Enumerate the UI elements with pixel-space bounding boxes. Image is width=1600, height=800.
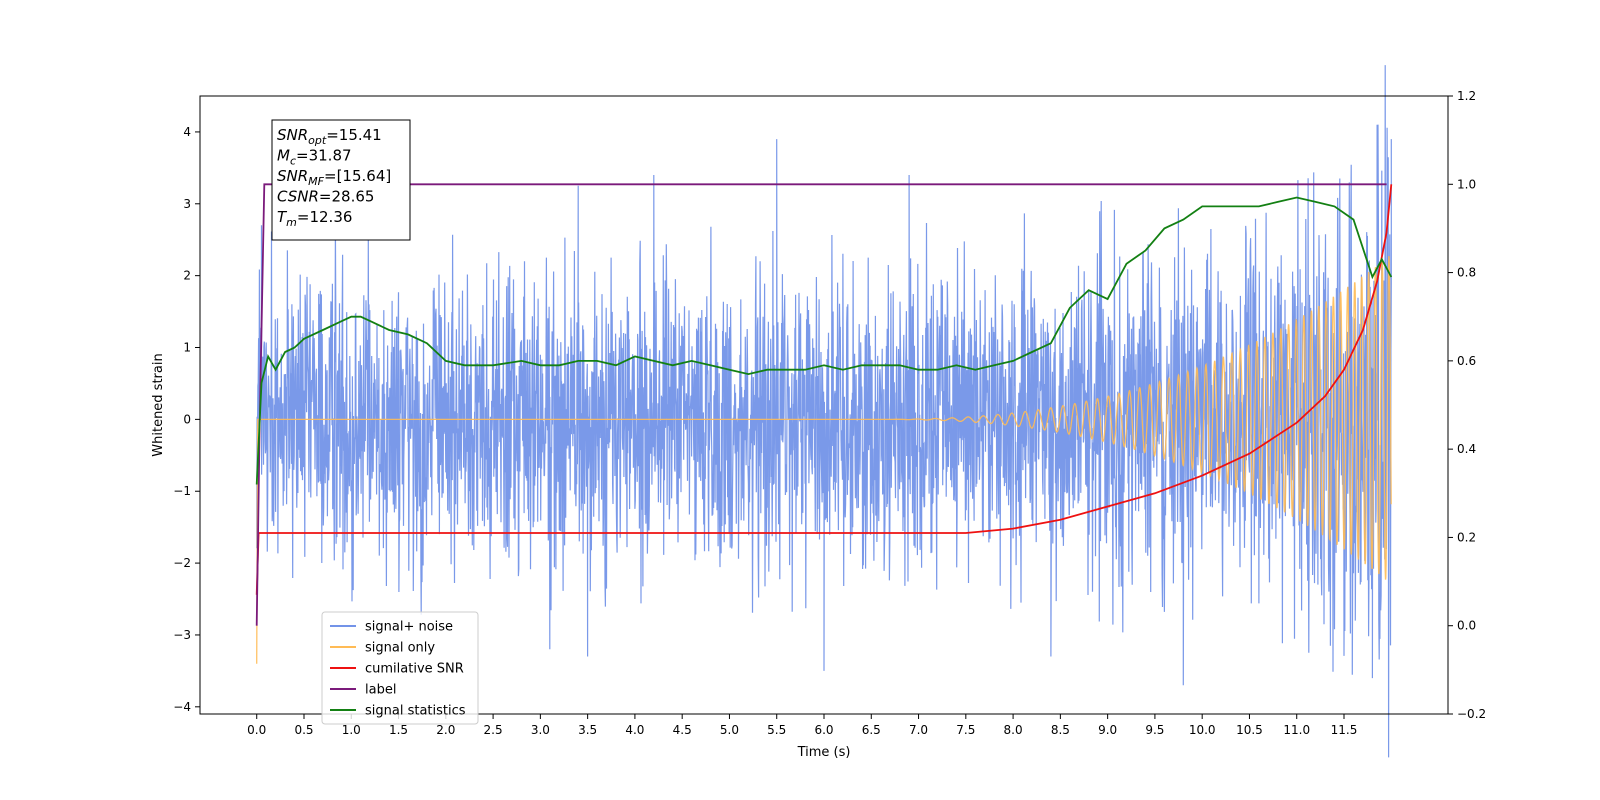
annotation-frame	[271, 119, 411, 241]
x-tick-label: 4.5	[673, 723, 692, 737]
y-right-tick-label: 0.6	[1457, 354, 1476, 368]
x-tick-label: 6.0	[814, 723, 833, 737]
legend-label: signal statistics	[365, 704, 466, 719]
y-right-tick-label: 1.2	[1457, 89, 1476, 103]
annotation-line: Tm=12.36	[277, 208, 352, 229]
y-right-tick-label: 1.0	[1457, 177, 1476, 191]
y-tick-label: 0	[183, 412, 191, 426]
x-tick-label: 5.0	[720, 723, 739, 737]
x-tick-label: 11.0	[1283, 723, 1310, 737]
x-axis-label: Time (s)	[797, 745, 851, 760]
x-tick-label: 1.5	[389, 723, 408, 737]
x-tick-label: 9.0	[1098, 723, 1117, 737]
x-tick-label: 7.0	[909, 723, 928, 737]
series-cumilative-snr	[255, 184, 1393, 595]
annotation-box: SNRopt=15.41Mc=31.87SNRMF=[15.64]CSNR=28…	[271, 119, 411, 241]
x-tick-label: 3.0	[531, 723, 550, 737]
series-layer	[255, 65, 1393, 758]
x-tick-label: 0.5	[294, 723, 313, 737]
legend-frame	[321, 611, 479, 725]
annotation-line: SNRopt=15.41	[277, 126, 382, 147]
series-signal-statistics	[255, 196, 1393, 485]
y-right-tick-label: 0.4	[1457, 442, 1476, 456]
legend-label: cumilative SNR	[365, 662, 464, 677]
x-tick-label: 4.0	[625, 723, 644, 737]
x-tick-label: 6.5	[862, 723, 881, 737]
y-tick-label: −2	[173, 556, 191, 570]
y-tick-label: −3	[173, 628, 191, 642]
x-tick-label: 9.5	[1145, 723, 1164, 737]
annotation-line: CSNR=28.65	[277, 188, 374, 206]
annotation-line: Mc=31.87	[277, 147, 352, 168]
legend: signal+ noise signal only cumilative SNR la…	[321, 611, 479, 725]
y-right-tick-label: −0.2	[1457, 707, 1486, 721]
x-tick-label: 0.0	[247, 723, 266, 737]
x-tick-label: 10.5	[1236, 723, 1263, 737]
annotation-line: SNRMF=[15.64]	[277, 167, 391, 188]
x-tick-label: 1.0	[342, 723, 361, 737]
legend-label: signal+ noise	[365, 620, 453, 635]
x-tick-label: 5.5	[767, 723, 786, 737]
y-axis-label: Whitened strain	[151, 353, 166, 456]
y-tick-label: 2	[183, 269, 191, 283]
legend-label: label	[365, 683, 396, 698]
axes-layer: 0.0 0.5 1.0 1.5 2.0 2.5 3.0 3.5 4.0 4.5 5.0 5.5 6.0 6…	[173, 89, 1486, 737]
y-tick-label: 1	[183, 341, 191, 355]
series-label	[255, 183, 1387, 626]
x-tick-label: 8.5	[1051, 723, 1070, 737]
x-tick-label: 10.0	[1189, 723, 1216, 737]
y-tick-label: −4	[173, 700, 191, 714]
y-right-tick-label: 0.2	[1457, 530, 1476, 544]
legend-label: signal only	[365, 641, 435, 656]
y-tick-label: 3	[183, 197, 191, 211]
y-right-tick-label: 0.8	[1457, 266, 1476, 280]
series-signal-noise	[256, 65, 1392, 758]
y-tick-label: 4	[183, 125, 191, 139]
x-tick-label: 3.5	[578, 723, 597, 737]
x-tick-label: 11.5	[1331, 723, 1358, 737]
x-tick-label: 8.0	[1004, 723, 1023, 737]
series-signal-only	[256, 255, 1392, 664]
x-tick-label: 2.0	[436, 723, 455, 737]
x-tick-label: 2.5	[484, 723, 503, 737]
x-tick-label: 7.5	[956, 723, 975, 737]
y-tick-label: −1	[173, 484, 191, 498]
y-right-tick-label: 0.0	[1457, 619, 1476, 633]
